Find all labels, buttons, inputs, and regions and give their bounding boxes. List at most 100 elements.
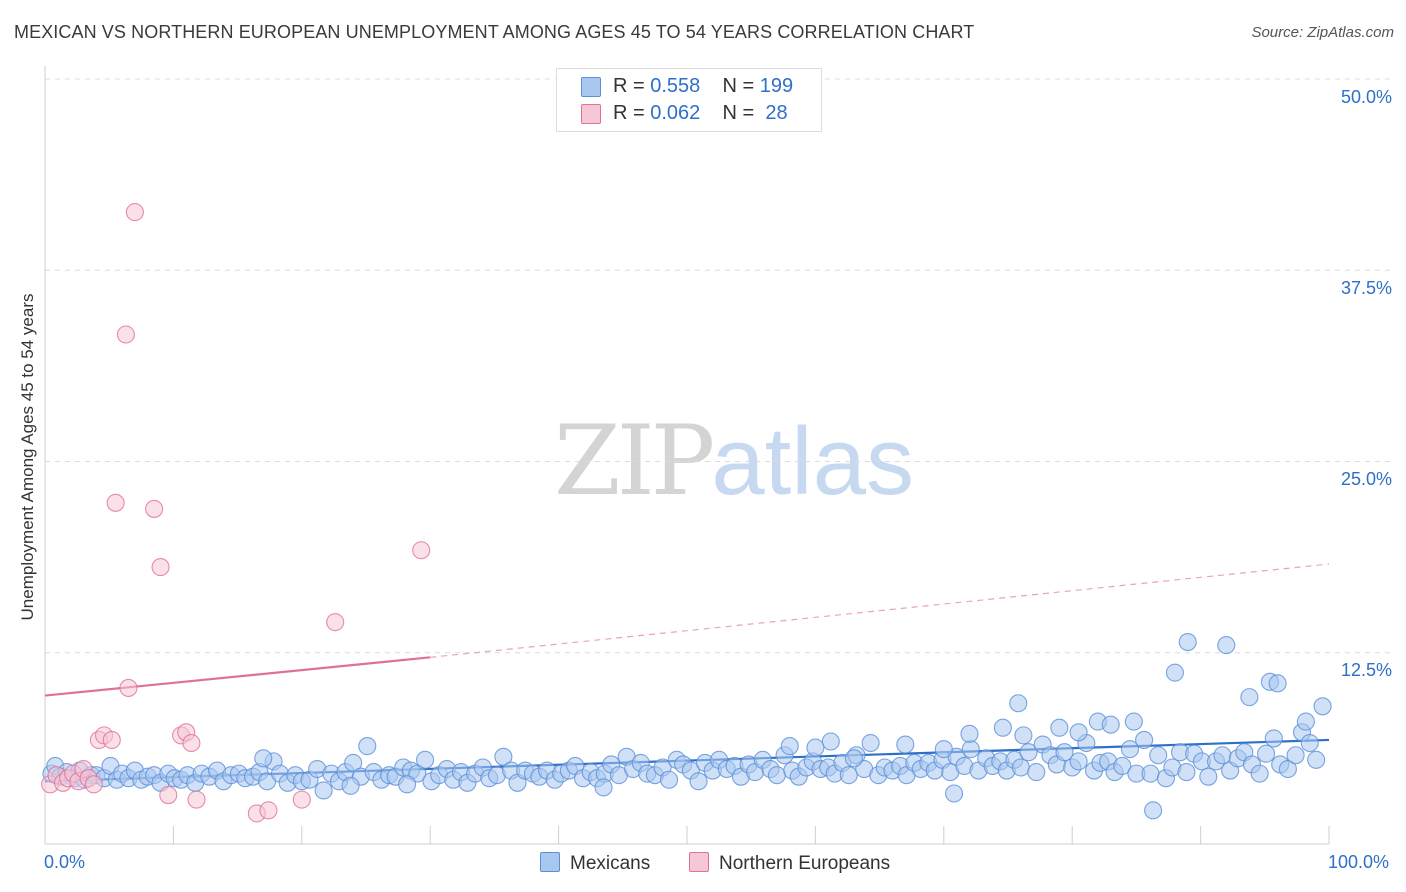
point-mexicans	[1144, 801, 1163, 820]
point-mexicans	[1264, 729, 1283, 748]
point-mexicans	[1101, 715, 1120, 734]
point-mexicans	[1141, 764, 1160, 783]
point-mexicans	[1120, 740, 1140, 759]
point-mexicans	[1268, 674, 1287, 693]
point-mexicans	[896, 735, 915, 754]
legend-r-label: R =	[613, 102, 645, 124]
point-mexicans	[1240, 688, 1259, 707]
point-mexicans	[961, 740, 980, 759]
point-mexicans	[1011, 758, 1030, 777]
axes	[44, 66, 1330, 845]
trend-line-northern-europeans	[44, 656, 431, 697]
point-mexicans	[659, 770, 679, 789]
point-mexicans	[494, 747, 513, 766]
point-mexicans	[1177, 763, 1196, 782]
legend-r-label: R =	[613, 75, 645, 97]
series-mexicans	[42, 632, 1332, 820]
legend-r-value: 0.558	[650, 75, 701, 97]
point-mexicans	[806, 738, 825, 757]
point-northern-europeans	[116, 325, 135, 344]
point-mexicans	[1009, 694, 1028, 713]
point-northern-europeans	[145, 499, 164, 518]
point-mexicans	[1250, 764, 1269, 783]
point-mexicans	[1213, 746, 1232, 765]
y-tick-label: 12.5%	[1340, 660, 1392, 680]
legend-swatch-pink	[581, 104, 601, 124]
point-mexicans	[1027, 763, 1046, 782]
point-mexicans	[689, 772, 708, 791]
legend-swatch-pink	[689, 852, 709, 872]
y-tick-label: 50.0%	[1340, 87, 1392, 107]
point-mexicans	[1135, 730, 1154, 750]
series-northern-europeans	[41, 203, 431, 823]
point-northern-europeans	[326, 613, 345, 632]
x-tick-label-min: 0.0%	[44, 852, 86, 872]
point-mexicans	[960, 724, 979, 743]
point-mexicans	[1257, 744, 1276, 763]
grid-lines	[45, 78, 1394, 654]
point-mexicans	[1055, 743, 1074, 762]
point-mexicans	[358, 737, 377, 756]
point-northern-europeans	[119, 678, 138, 697]
point-mexicans	[416, 750, 435, 769]
point-northern-europeans	[259, 801, 278, 820]
point-mexicans	[934, 740, 953, 759]
trend-line-northern-europeans-extension	[430, 563, 1330, 658]
legend-r-value: 0.062	[650, 102, 701, 124]
legend-label-mexicans: Mexicans	[570, 853, 651, 874]
legend-n-label: N =	[722, 102, 755, 124]
legend-item-northern-europeans: Northern Europeans	[689, 852, 890, 875]
point-mexicans	[945, 784, 964, 803]
point-mexicans	[398, 775, 417, 794]
point-mexicans	[1149, 746, 1168, 765]
point-mexicans	[594, 778, 613, 797]
point-mexicans	[1113, 756, 1132, 776]
point-mexicans	[1124, 712, 1143, 731]
legend-swatch-blue	[540, 852, 560, 872]
point-mexicans	[1278, 759, 1297, 779]
point-northern-europeans	[84, 775, 103, 794]
point-mexicans	[767, 766, 786, 785]
point-northern-europeans	[412, 541, 431, 560]
point-northern-europeans	[102, 730, 121, 750]
y-tick-label: 37.5%	[1340, 278, 1392, 298]
source-label: Source: ZipAtlas.com	[1251, 24, 1394, 41]
point-mexicans	[1217, 636, 1236, 655]
point-mexicans	[1300, 733, 1319, 753]
point-mexicans	[1069, 752, 1088, 771]
point-mexicans	[993, 718, 1012, 737]
point-northern-europeans	[106, 493, 125, 512]
point-northern-europeans	[182, 733, 201, 753]
point-mexicans	[821, 732, 840, 751]
point-northern-europeans	[187, 790, 206, 809]
chart-title: MEXICAN VS NORTHERN EUROPEAN UNEMPLOYMEN…	[14, 22, 975, 42]
point-mexicans	[254, 749, 273, 768]
point-mexicans	[1313, 697, 1332, 716]
x-tick-label-max: 100.0%	[1328, 852, 1390, 872]
point-mexicans	[844, 749, 863, 768]
point-mexicans	[861, 733, 880, 753]
watermark: ZIPatlas	[554, 405, 914, 517]
point-mexicans	[1019, 743, 1038, 762]
point-mexicans	[341, 776, 360, 795]
legend-n-value: 199	[759, 75, 794, 97]
legend-swatch-blue	[581, 77, 601, 97]
point-mexicans	[1296, 712, 1315, 731]
point-mexicans	[314, 781, 333, 800]
point-mexicans	[1307, 750, 1326, 769]
point-mexicans	[1286, 746, 1305, 765]
stats-legend: R = 0.558 N = 199 R = 0.062 N = 28	[556, 68, 822, 132]
y-tick-label: 25.0%	[1340, 469, 1392, 489]
point-mexicans	[1178, 632, 1197, 652]
point-mexicans	[1050, 718, 1069, 737]
point-mexicans	[1014, 726, 1033, 745]
point-mexicans	[780, 737, 799, 756]
point-mexicans	[344, 753, 363, 772]
legend-n-value: 28	[759, 102, 788, 124]
point-mexicans	[1069, 723, 1088, 742]
point-mexicans	[839, 766, 858, 785]
point-northern-europeans	[159, 785, 178, 805]
point-mexicans	[1165, 663, 1184, 682]
legend-item-mexicans: Mexicans	[540, 852, 650, 875]
